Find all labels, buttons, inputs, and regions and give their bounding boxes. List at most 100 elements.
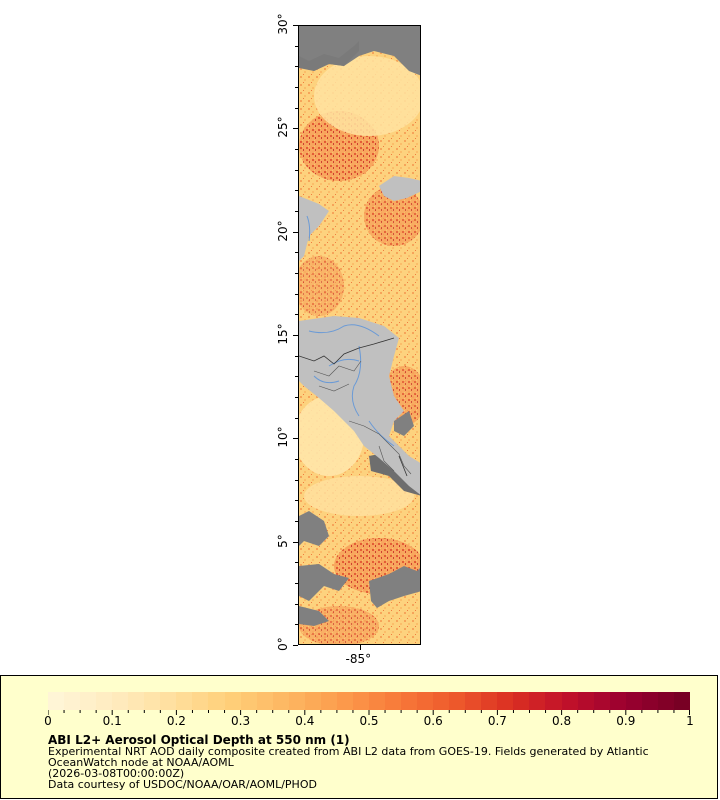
- lat-minor-tick: [295, 314, 298, 315]
- lat-minor-tick: [295, 500, 298, 501]
- lat-tick-mark: [293, 25, 298, 26]
- colorbar-swatch: [176, 692, 193, 710]
- colorbar-swatch: [401, 692, 418, 710]
- colorbar-swatch: [240, 692, 257, 710]
- colorbar-swatch: [481, 692, 498, 710]
- colorbar-swatch: [192, 692, 209, 710]
- colorbar-swatch: [320, 692, 337, 710]
- colorbar-swatch: [641, 692, 658, 710]
- lat-minor-tick: [295, 480, 298, 481]
- lat-minor-tick: [295, 87, 298, 88]
- colorbar-tick-label: 0.4: [295, 714, 315, 728]
- lat-tick-mark: [293, 645, 298, 646]
- colorbar-tick-label: 0.6: [423, 714, 443, 728]
- colorbar-swatch: [625, 692, 642, 710]
- lat-minor-tick: [295, 459, 298, 460]
- colorbar-swatch: [48, 692, 65, 710]
- colorbar-tick-label: 0.7: [487, 714, 507, 728]
- colorbar-swatch: [545, 692, 562, 710]
- colorbar-swatch: [657, 692, 674, 710]
- colorbar-ticks: [48, 710, 690, 715]
- lon-tick-label: -85°: [345, 652, 372, 666]
- colorbar-swatch: [96, 692, 113, 710]
- colorbar-swatch: [384, 692, 402, 710]
- colorbar-swatch: [417, 692, 434, 710]
- legend-title: ABI L2+ Aerosol Optical Depth at 550 nm …: [48, 733, 350, 747]
- lat-minor-tick: [295, 46, 298, 47]
- colorbar-tick-label: 0.8: [552, 714, 572, 728]
- aod-map: [299, 26, 420, 644]
- river: [306, 215, 311, 242]
- country-border: [299, 337, 395, 365]
- lat-minor-tick: [295, 108, 298, 109]
- land-mass: [379, 176, 420, 201]
- country-border: [398, 455, 408, 477]
- colorbar-tick-label: 0.5: [359, 714, 379, 728]
- colorbar-swatch: [465, 692, 482, 710]
- country-border: [378, 445, 395, 472]
- river: [328, 358, 360, 367]
- colorbar-swatch: [112, 692, 129, 710]
- missing-data-patch: [369, 566, 420, 608]
- legend-timestamp: (2026-03-08T00:00:00Z): [48, 767, 185, 780]
- colorbar-swatch: [497, 692, 514, 710]
- colorbar-swatch: [208, 692, 225, 710]
- country-border: [313, 360, 362, 377]
- lat-tick-mark: [293, 438, 298, 439]
- colorbar-swatch: [80, 692, 97, 710]
- colorbar-tick-label: 0.3: [231, 714, 251, 728]
- lat-tick-label: 20°: [276, 220, 290, 242]
- legend-credit: Data courtesy of USDOC/NOAA/OAR/AOML/PHO…: [48, 778, 317, 791]
- colorbar-tick-label: 0: [44, 714, 52, 728]
- lat-tick-label: 5°: [276, 534, 290, 548]
- legend-description-line1: Experimental NRT AOD daily composite cre…: [48, 745, 649, 758]
- colorbar-tick-label: 0.2: [166, 714, 186, 728]
- lat-tick-mark: [293, 232, 298, 233]
- aod-hotspot: [364, 186, 420, 246]
- missing-data-strip: [299, 41, 359, 71]
- colorbar-swatch: [160, 692, 177, 710]
- lat-tick-mark: [293, 128, 298, 129]
- lat-minor-tick: [295, 583, 298, 584]
- colorbar-swatch: [593, 692, 610, 710]
- colorbar-swatch: [352, 692, 369, 710]
- lat-minor-tick: [295, 252, 298, 253]
- colorbar-swatch: [609, 692, 626, 710]
- lat-minor-tick: [295, 397, 298, 398]
- legend-description-line2: OceanWatch node at NOAA/AOML: [48, 756, 234, 769]
- colorbar-tick-label: 1: [686, 714, 694, 728]
- lat-minor-tick: [295, 273, 298, 274]
- country-border: [318, 383, 350, 392]
- colorbar-swatch: [529, 692, 546, 710]
- lat-minor-tick: [295, 149, 298, 150]
- colorbar-swatch: [449, 692, 466, 710]
- river: [308, 324, 380, 337]
- colorbar-swatch: [304, 692, 321, 710]
- colorbar-swatch: [513, 692, 530, 710]
- river: [368, 420, 395, 447]
- lat-tick-label: 10°: [276, 426, 290, 448]
- lon-tick-mark: [359, 645, 361, 650]
- aod-clear-area: [314, 56, 420, 136]
- lat-minor-tick: [295, 294, 298, 295]
- lat-minor-tick: [295, 418, 298, 419]
- lat-minor-tick: [295, 376, 298, 377]
- lat-minor-tick: [295, 562, 298, 563]
- map-panel[interactable]: [298, 25, 421, 645]
- lat-tick-label: 15°: [276, 323, 290, 345]
- lat-minor-tick: [295, 211, 298, 212]
- colorbar-swatch: [272, 692, 289, 710]
- lat-minor-tick: [295, 170, 298, 171]
- lat-minor-tick: [295, 604, 298, 605]
- missing-data-patch: [299, 606, 329, 626]
- country-border: [348, 420, 412, 475]
- colorbar-swatch: [577, 692, 594, 710]
- colorbar: [48, 692, 690, 710]
- colorbar-swatch: [368, 692, 385, 710]
- aod-hotspot: [299, 256, 344, 316]
- missing-data-patch: [369, 451, 420, 496]
- lat-minor-tick: [295, 521, 298, 522]
- colorbar-swatch: [64, 692, 81, 710]
- colorbar-swatch: [288, 692, 305, 710]
- lat-minor-tick: [295, 624, 298, 625]
